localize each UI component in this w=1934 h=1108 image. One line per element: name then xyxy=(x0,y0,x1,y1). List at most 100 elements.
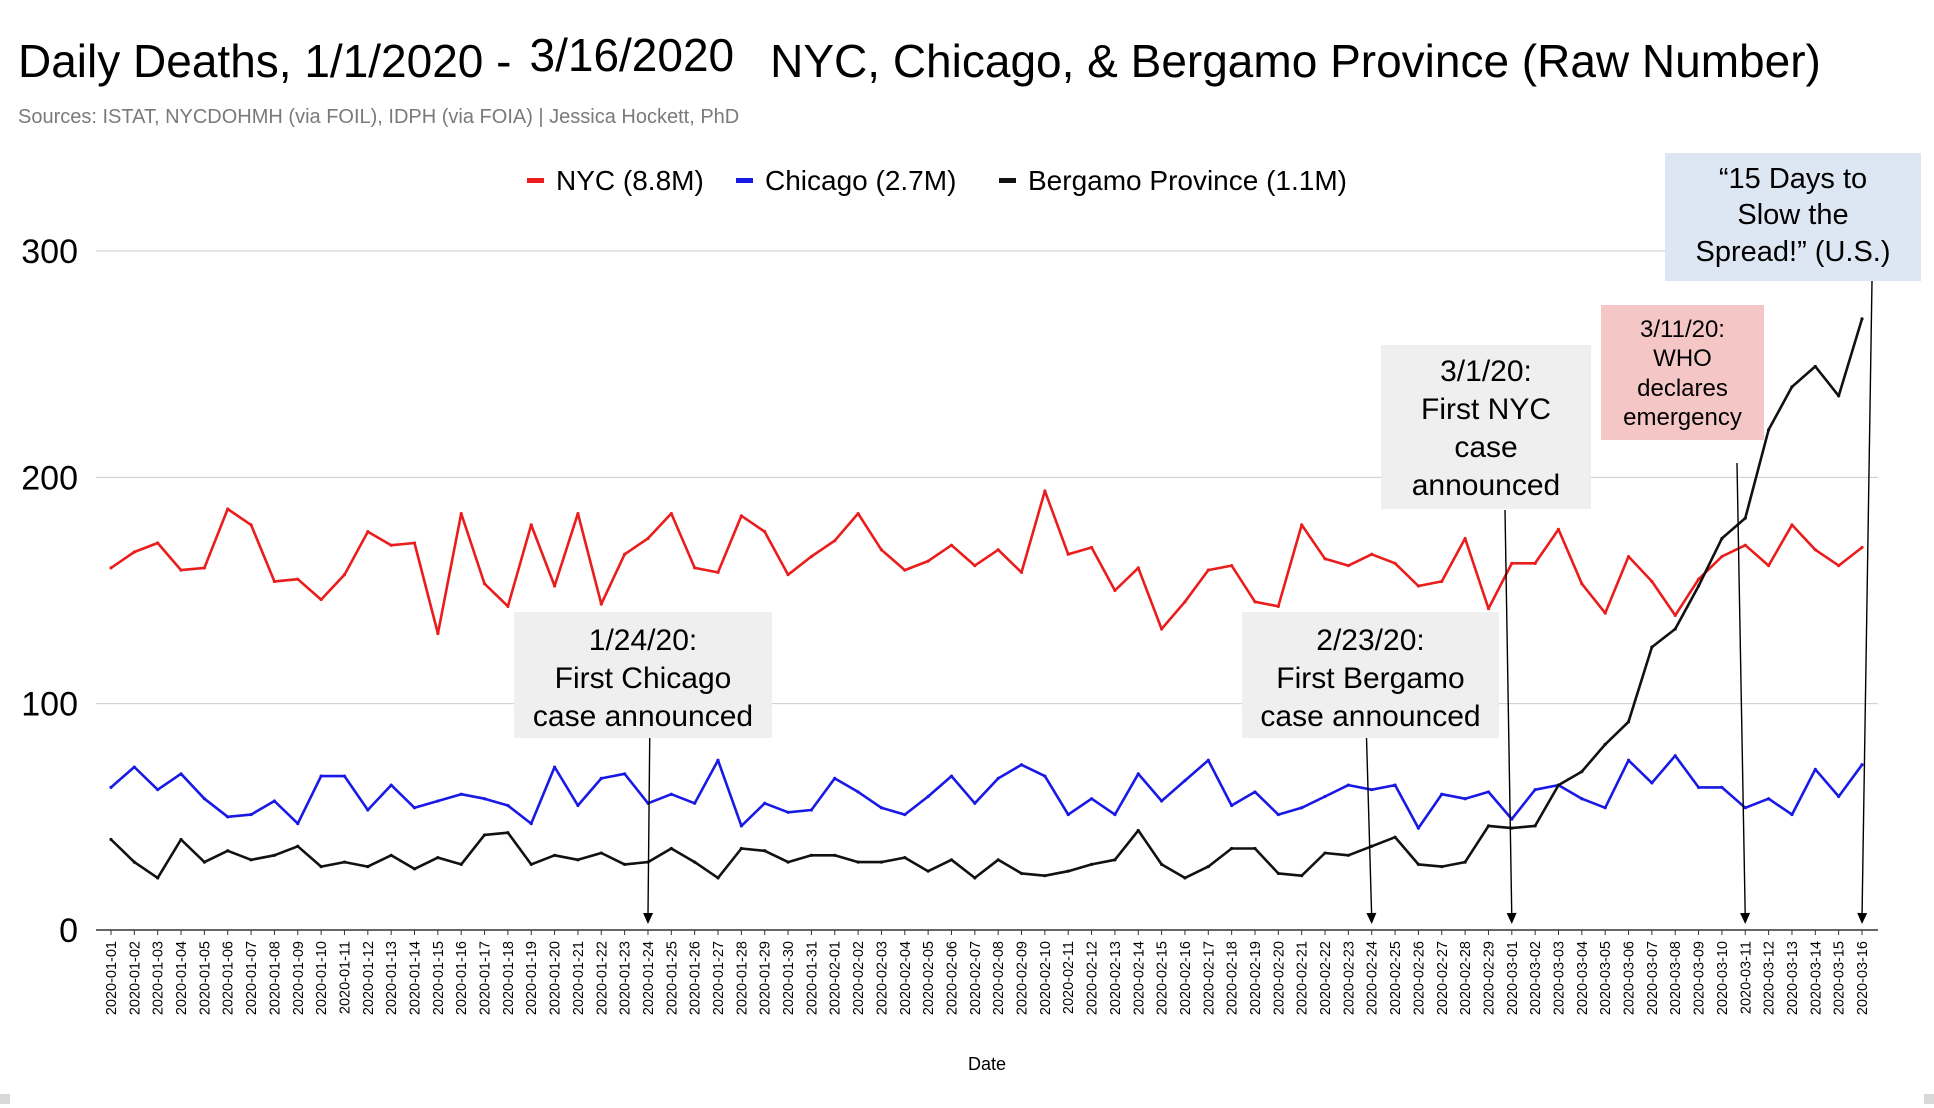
series-lines xyxy=(109,317,1864,880)
data-point xyxy=(1253,600,1257,604)
data-point xyxy=(249,858,253,862)
x-tick-label: 2020-02-28 xyxy=(1458,941,1474,1015)
x-tick-label: 2020-01-03 xyxy=(151,941,167,1015)
x-tick-label: 2020-01-10 xyxy=(314,941,330,1015)
x-tick-label: 2020-01-01 xyxy=(104,941,120,1015)
annotation-line: 2/23/20: xyxy=(1316,624,1425,657)
annotation-line: 1/24/20: xyxy=(588,624,698,657)
x-tick-label: 2020-01-07 xyxy=(244,941,260,1015)
data-point xyxy=(1393,561,1397,565)
data-point xyxy=(1533,561,1537,565)
data-point xyxy=(1160,862,1164,866)
chart-title: Daily Deaths, 1/1/2020 - 3/16/2020 NYC, Ch… xyxy=(18,30,1821,87)
data-point xyxy=(669,792,673,796)
x-tick-label: 2020-02-13 xyxy=(1108,941,1124,1015)
data-point xyxy=(1416,826,1421,830)
data-point xyxy=(1767,797,1771,801)
data-point xyxy=(1370,844,1374,848)
series-bergamo xyxy=(109,317,1864,880)
data-point xyxy=(1837,794,1841,799)
data-point xyxy=(996,858,1000,862)
data-point xyxy=(319,865,323,869)
data-point xyxy=(1486,607,1491,611)
data-point xyxy=(739,514,743,518)
event-arrow-head xyxy=(1366,912,1377,924)
series-chicago xyxy=(109,754,1864,830)
data-point xyxy=(1603,742,1607,747)
annotation-line: 3/11/20: xyxy=(1640,316,1725,343)
data-point xyxy=(1416,862,1421,866)
data-point xyxy=(1556,527,1561,531)
data-point xyxy=(1463,536,1467,541)
x-tick-label: 2020-01-16 xyxy=(454,941,470,1015)
chart-subtitle-sources: Sources: ISTAT, NYCDOHMH (via FOIL), IDP… xyxy=(18,106,740,128)
event-arrow-line xyxy=(1861,280,1873,919)
x-tick-label: 2020-01-15 xyxy=(431,941,447,1015)
data-point xyxy=(833,776,837,780)
data-point xyxy=(529,822,533,826)
data-point xyxy=(1113,812,1117,817)
annotation-line: First Bergamo xyxy=(1276,662,1465,696)
data-point xyxy=(1696,577,1701,581)
x-tick-label: 2020-01-27 xyxy=(711,941,727,1015)
x-tick-label: 2020-03-13 xyxy=(1785,941,1801,1015)
event-arrow-line xyxy=(1736,462,1746,919)
legend-swatch xyxy=(527,178,544,183)
data-point xyxy=(272,579,277,584)
x-tick-label: 2020-01-04 xyxy=(174,941,190,1015)
x-tick-label: 2020-03-12 xyxy=(1762,941,1778,1015)
data-point xyxy=(1370,552,1374,556)
data-point xyxy=(1533,824,1537,828)
corner-mark xyxy=(0,1094,10,1104)
data-point xyxy=(1440,579,1444,584)
data-point xyxy=(132,765,136,769)
data-point xyxy=(669,511,673,516)
data-point xyxy=(296,844,300,848)
data-point xyxy=(623,862,627,866)
data-point xyxy=(412,806,417,810)
data-point xyxy=(1113,858,1117,862)
x-tick-label: 2020-02-27 xyxy=(1435,941,1451,1015)
data-point xyxy=(1626,554,1631,559)
data-point xyxy=(1650,781,1654,785)
data-point xyxy=(1183,876,1187,880)
data-point xyxy=(1860,545,1864,550)
x-tick-label: 2020-02-11 xyxy=(1061,941,1077,1014)
data-point xyxy=(1626,720,1631,724)
data-point xyxy=(1486,824,1491,828)
data-point xyxy=(1253,790,1257,794)
x-tick-label: 2020-02-08 xyxy=(991,941,1007,1015)
data-point xyxy=(786,810,790,814)
data-point xyxy=(1183,779,1187,783)
data-point xyxy=(1019,871,1024,876)
legend-label: NYC (8.8M) xyxy=(556,165,704,196)
data-point xyxy=(1393,835,1397,839)
data-point xyxy=(249,523,253,527)
data-point xyxy=(366,808,370,812)
data-point xyxy=(1043,489,1047,493)
data-point xyxy=(1790,812,1794,817)
x-tick-label: 2020-03-14 xyxy=(1808,941,1824,1015)
data-point xyxy=(1837,564,1841,568)
x-tick-label: 2020-01-25 xyxy=(664,941,680,1015)
x-tick-label: 2020-01-02 xyxy=(127,941,143,1015)
x-tick-label: 2020-01-05 xyxy=(197,941,213,1015)
data-point xyxy=(179,772,183,776)
data-point xyxy=(1136,828,1140,833)
annotation-first-chicago-case: 1/24/20: First Chicago case announced xyxy=(514,612,772,738)
data-point xyxy=(1066,812,1070,817)
data-point xyxy=(342,573,347,577)
data-point xyxy=(389,783,393,787)
data-point xyxy=(716,570,720,574)
data-point xyxy=(1813,767,1817,771)
data-point xyxy=(132,550,136,554)
data-point xyxy=(973,564,977,568)
data-point xyxy=(1743,543,1747,547)
x-tick-label: 2020-02-22 xyxy=(1318,941,1334,1015)
data-point xyxy=(1696,785,1701,790)
data-point xyxy=(646,536,650,541)
data-point xyxy=(926,559,930,563)
data-point xyxy=(296,577,300,581)
data-point xyxy=(529,523,533,527)
annotation-first-bergamo-case: 2/23/20: First Bergamo case announced xyxy=(1242,612,1499,738)
